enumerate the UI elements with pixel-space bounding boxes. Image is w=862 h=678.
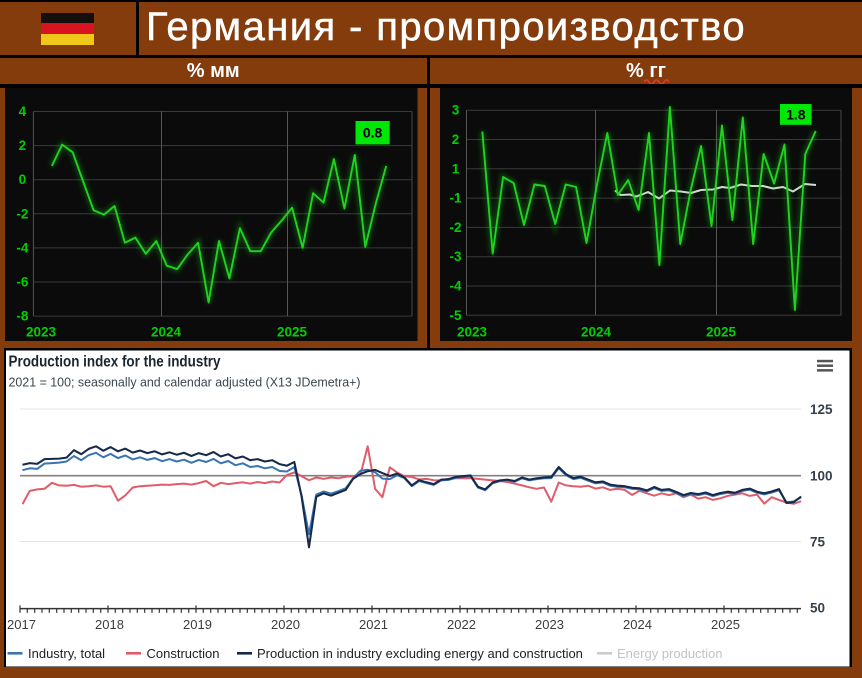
svg-text:2022: 2022: [447, 617, 476, 632]
svg-text:-2: -2: [449, 220, 461, 235]
svg-text:Production index for the indus: Production index for the industry: [9, 354, 221, 371]
svg-text:Production in industry excludi: Production in industry excluding energy …: [257, 646, 583, 661]
svg-text:2023: 2023: [26, 325, 57, 340]
svg-text:2023: 2023: [535, 617, 564, 632]
svg-text:-2: -2: [16, 206, 28, 221]
svg-text:-6: -6: [16, 275, 28, 290]
svg-text:2025: 2025: [711, 617, 740, 632]
svg-text:Energy production: Energy production: [617, 646, 723, 661]
svg-text:-8: -8: [16, 309, 28, 324]
svg-text:2023: 2023: [457, 325, 488, 340]
svg-text:4: 4: [19, 104, 27, 119]
svg-text:Industry, total: Industry, total: [28, 646, 105, 661]
svg-text:0: 0: [19, 172, 27, 187]
svg-text:Construction: Construction: [147, 646, 220, 661]
svg-text:1: 1: [452, 161, 460, 176]
svg-text:2025: 2025: [706, 325, 737, 340]
svg-text:2024: 2024: [581, 325, 612, 340]
svg-text:2024: 2024: [151, 325, 182, 340]
svg-text:-1: -1: [449, 191, 461, 206]
svg-text:2017: 2017: [7, 617, 36, 632]
svg-text:-5: -5: [449, 308, 461, 323]
svg-text:3: 3: [452, 103, 460, 118]
svg-text:-3: -3: [449, 249, 461, 264]
svg-text:2021: 2021: [359, 617, 388, 632]
svg-text:0.8: 0.8: [363, 125, 383, 141]
svg-text:2: 2: [452, 132, 460, 147]
svg-text:50: 50: [810, 601, 825, 616]
svg-text:2021 = 100; seasonally and cal: 2021 = 100; seasonally and calendar adju…: [9, 375, 361, 390]
svg-text:2018: 2018: [95, 617, 124, 632]
svg-text:-4: -4: [16, 240, 28, 255]
svg-text:2025: 2025: [277, 325, 308, 340]
svg-text:-4: -4: [449, 279, 461, 294]
svg-text:2: 2: [19, 138, 27, 153]
svg-text:100: 100: [810, 469, 833, 484]
svg-text:2024: 2024: [623, 617, 652, 632]
svg-text:2020: 2020: [271, 617, 300, 632]
svg-text:125: 125: [810, 402, 833, 417]
svg-text:75: 75: [810, 535, 826, 550]
svg-text:2019: 2019: [183, 617, 212, 632]
svg-text:1.8: 1.8: [786, 106, 806, 122]
